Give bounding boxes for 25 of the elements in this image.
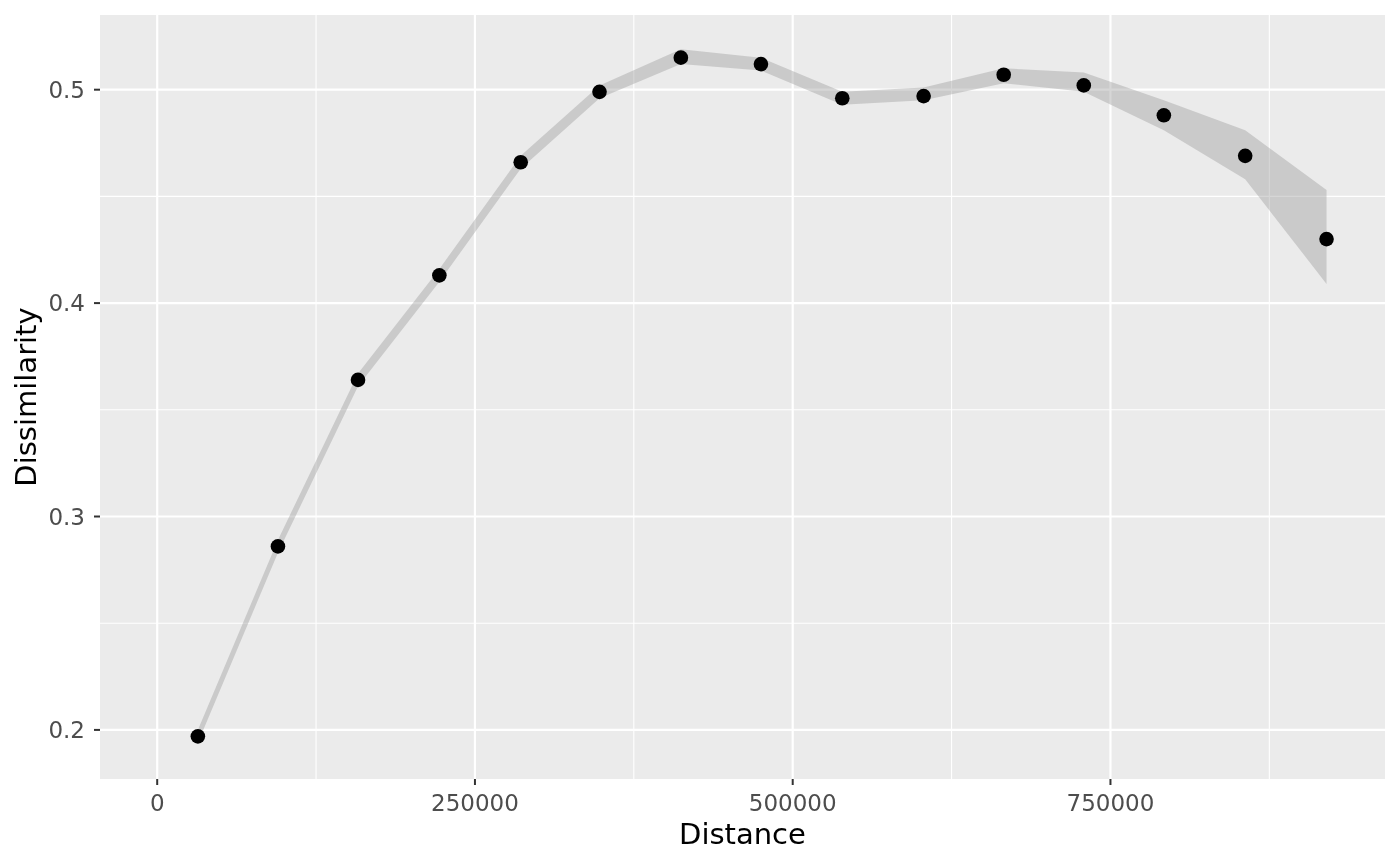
point — [270, 539, 286, 554]
x-tick-label: 250000 — [431, 790, 519, 817]
point — [673, 50, 689, 65]
x-tick-label: 0 — [149, 790, 165, 817]
point — [513, 154, 529, 170]
point — [1237, 148, 1253, 164]
x-tick-label: 500000 — [748, 790, 837, 817]
point — [1319, 231, 1334, 247]
point — [1076, 78, 1092, 93]
point — [432, 268, 447, 283]
point — [1156, 108, 1172, 123]
point — [916, 88, 931, 104]
y-tick-label: 0.2 — [48, 717, 85, 744]
x-axis-title: Distance — [679, 817, 806, 851]
y-axis-title: Dissimilarity — [9, 307, 43, 487]
point — [834, 90, 850, 106]
y-tick-label: 0.4 — [48, 290, 85, 317]
x-tick-label: 750000 — [1066, 790, 1155, 817]
y-tick-label: 0.3 — [48, 503, 85, 530]
point — [996, 67, 1012, 83]
point — [190, 729, 206, 744]
point — [350, 372, 366, 388]
y-tick-label: 0.5 — [48, 76, 85, 103]
point — [753, 56, 769, 72]
point — [592, 84, 607, 100]
